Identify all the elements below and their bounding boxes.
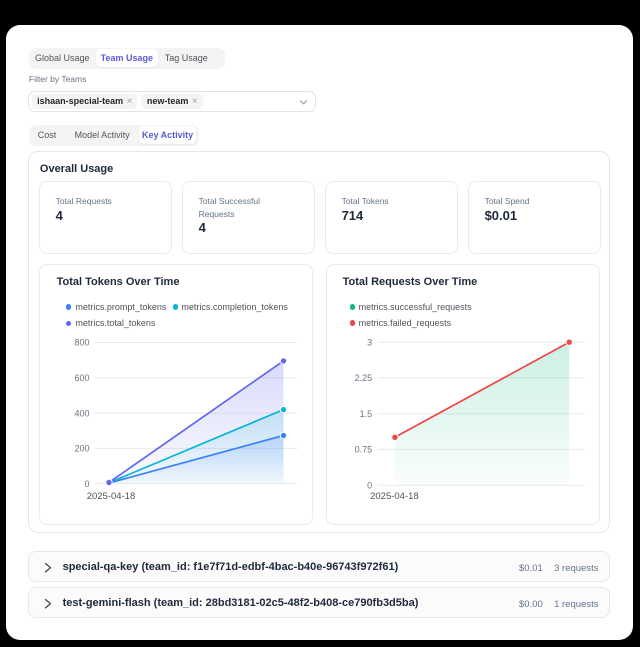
- svg-text:3: 3: [367, 337, 372, 347]
- svg-text:200: 200: [74, 444, 89, 454]
- svg-text:600: 600: [74, 373, 89, 383]
- svg-text:400: 400: [74, 408, 89, 418]
- svg-text:1.5: 1.5: [359, 409, 372, 419]
- svg-text:0.75: 0.75: [354, 445, 372, 455]
- svg-text:2.25: 2.25: [354, 373, 372, 383]
- svg-text:2025-04-18: 2025-04-18: [370, 491, 419, 502]
- svg-text:2025-04-18: 2025-04-18: [87, 491, 136, 502]
- svg-text:800: 800: [74, 338, 89, 348]
- svg-text:0: 0: [367, 480, 372, 490]
- svg-text:0: 0: [84, 479, 89, 489]
